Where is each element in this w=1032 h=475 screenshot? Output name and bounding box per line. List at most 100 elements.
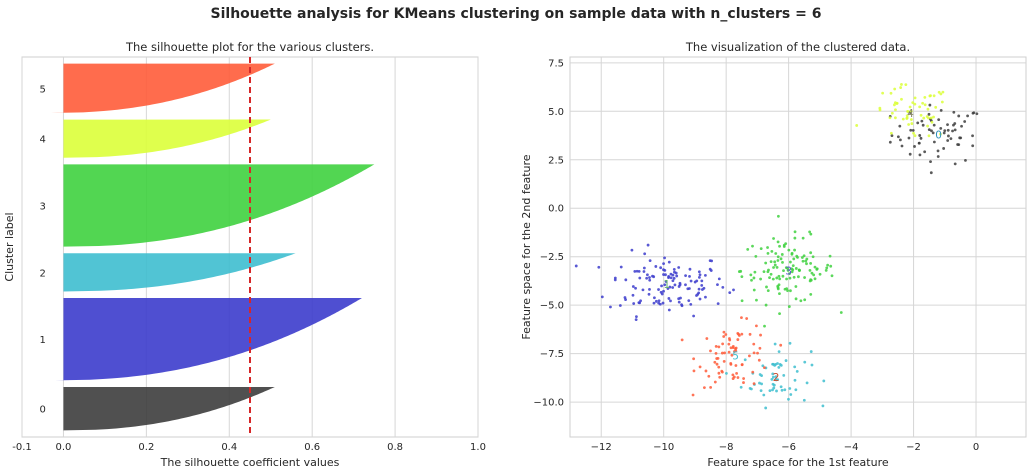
scatter-point-cluster-3 (829, 264, 833, 268)
scatter-point-cluster-3 (801, 259, 805, 263)
scatter-point-cluster-3 (788, 272, 791, 276)
scatter-point-cluster-1 (667, 260, 671, 264)
scatter-point-cluster-3 (773, 263, 777, 267)
scatter-point-cluster-3 (802, 254, 806, 258)
scatter-x-tick-label: −6 (781, 442, 796, 453)
scatter-point-cluster-1 (667, 275, 671, 278)
scatter-point-cluster-5 (718, 375, 722, 379)
scatter-point-cluster-3 (813, 265, 817, 269)
cluster-center-label: 3 (785, 265, 792, 277)
scatter-point-cluster-3 (750, 278, 753, 282)
scatter-point-cluster-3 (777, 214, 780, 218)
scatter-point-cluster-1 (687, 299, 691, 303)
scatter-point-cluster-5 (745, 317, 749, 320)
scatter-point-cluster-0 (960, 124, 963, 128)
silhouette-x-tick-label: 0.8 (387, 442, 403, 453)
scatter-x-tick-label: −12 (591, 442, 612, 453)
scatter-point-cluster-1 (721, 285, 725, 289)
scatter-point-cluster-5 (729, 346, 733, 350)
scatter-point-cluster-2 (772, 383, 776, 387)
scatter-point-cluster-1 (689, 302, 693, 306)
scatter-point-cluster-3 (826, 263, 830, 267)
scatter-point-cluster-0 (943, 129, 947, 133)
scatter-point-cluster-5 (709, 349, 712, 353)
scatter-point-cluster-0 (971, 144, 975, 148)
scatter-point-cluster-4 (913, 96, 917, 100)
scatter-point-cluster-1 (688, 267, 692, 271)
scatter-point-cluster-0 (964, 158, 967, 162)
silhouette-band-cluster-2 (63, 253, 296, 292)
scatter-point-cluster-4 (855, 124, 859, 127)
scatter-point-cluster-5 (742, 377, 745, 380)
scatter-point-cluster-1 (697, 275, 701, 279)
cluster-center-label: 4 (907, 108, 914, 120)
scatter-point-cluster-1 (659, 266, 663, 270)
scatter-point-cluster-2 (810, 363, 814, 367)
scatter-point-cluster-0 (956, 143, 959, 146)
scatter-point-cluster-4 (930, 120, 934, 124)
scatter-point-cluster-3 (764, 303, 768, 307)
scatter-point-cluster-0 (923, 150, 927, 154)
scatter-point-cluster-3 (803, 276, 806, 279)
scatter-point-cluster-1 (654, 299, 658, 303)
scatter-y-tick-label: −7.5 (540, 349, 564, 360)
scatter-point-cluster-5 (713, 380, 717, 384)
scatter-point-cluster-1 (672, 276, 676, 280)
scatter-point-cluster-3 (737, 270, 741, 273)
scatter-point-cluster-1 (635, 269, 639, 273)
scatter-point-cluster-3 (771, 277, 775, 281)
scatter-point-cluster-1 (648, 287, 651, 291)
scatter-point-cluster-3 (740, 275, 744, 279)
scatter-point-cluster-1 (638, 276, 642, 280)
scatter-point-cluster-2 (776, 362, 779, 365)
scatter-point-cluster-0 (929, 160, 932, 164)
scatter-point-cluster-3 (776, 255, 780, 259)
scatter-point-cluster-1 (700, 283, 704, 287)
scatter-point-cluster-4 (908, 105, 912, 109)
scatter-point-cluster-3 (762, 270, 766, 274)
cluster-center-label: 1 (663, 279, 670, 291)
scatter-point-cluster-0 (939, 127, 943, 130)
scatter-point-cluster-0 (949, 137, 953, 141)
scatter-point-cluster-5 (727, 350, 731, 354)
scatter-point-cluster-5 (713, 360, 717, 364)
scatter-y-tick-label: −2.5 (540, 252, 564, 263)
scatter-point-cluster-1 (648, 276, 651, 279)
scatter-point-cluster-1 (708, 267, 712, 271)
scatter-point-cluster-3 (770, 249, 774, 253)
scatter-point-cluster-3 (824, 268, 828, 272)
scatter-point-cluster-1 (662, 262, 665, 266)
scatter-x-label: Feature space for the 1st feature (707, 456, 888, 469)
scatter-point-cluster-3 (801, 236, 805, 240)
scatter-point-cluster-3 (782, 245, 786, 248)
scatter-point-cluster-3 (811, 255, 815, 259)
scatter-point-cluster-3 (781, 274, 785, 278)
scatter-point-cluster-3 (776, 240, 780, 244)
scatter-point-cluster-1 (654, 265, 658, 268)
scatter-point-cluster-3 (774, 252, 778, 255)
scatter-point-cluster-1 (667, 297, 671, 300)
cluster-center-label: 0 (935, 130, 942, 142)
scatter-point-cluster-4 (910, 118, 913, 121)
scatter-point-cluster-1 (658, 302, 662, 306)
silhouette-band-cluster-0 (63, 386, 275, 431)
scatter-point-cluster-3 (766, 270, 770, 274)
scatter-point-cluster-3 (794, 297, 798, 301)
scatter-point-cluster-5 (724, 333, 728, 336)
scatter-point-cluster-1 (633, 269, 637, 273)
scatter-point-cluster-2 (739, 385, 743, 389)
scatter-point-cluster-1 (609, 305, 612, 309)
scatter-point-cluster-1 (618, 304, 622, 307)
scatter-point-cluster-3 (776, 287, 780, 291)
scatter-point-cluster-5 (763, 366, 766, 370)
scatter-point-cluster-1 (634, 318, 638, 322)
scatter-point-cluster-5 (740, 332, 744, 336)
scatter-point-cluster-4 (904, 83, 908, 87)
scatter-point-cluster-5 (759, 333, 762, 337)
scatter-point-cluster-5 (722, 330, 726, 334)
scatter-x-tick-label: −2 (906, 442, 921, 453)
scatter-point-cluster-2 (743, 358, 747, 362)
scatter-point-cluster-0 (920, 119, 924, 123)
scatter-point-cluster-5 (692, 357, 696, 361)
